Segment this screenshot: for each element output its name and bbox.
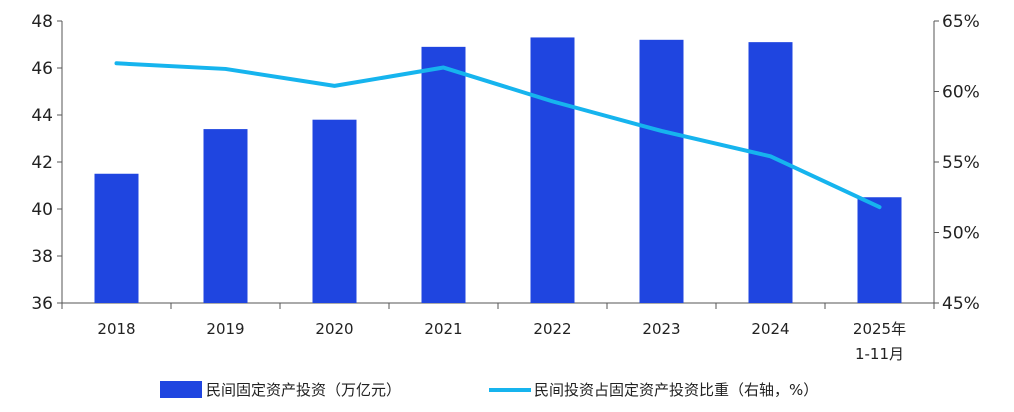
legend-label-bar: 民间固定资产投资（万亿元） (206, 381, 401, 399)
x-tick-label: 2018 (97, 320, 135, 338)
line-point (878, 205, 881, 209)
y-left-tick-label: 46 (31, 59, 53, 79)
line-point (442, 66, 445, 70)
bar (203, 129, 248, 303)
series-line (114, 61, 882, 210)
y-left-tick-label: 36 (31, 294, 53, 314)
y-right-tick-label: 45% (942, 294, 980, 314)
y-right-tick-label: 55% (942, 153, 980, 173)
y-left-tick-label: 38 (31, 247, 53, 267)
line-point (115, 61, 118, 65)
x-axis-labels: 2018 2019 2020 2021 2022 2023 2024 2025年 1-11月 (97, 320, 906, 363)
x-tick-label: 2020 (315, 320, 353, 338)
y-left-tick-label: 48 (31, 12, 53, 32)
line-point (224, 67, 227, 71)
x-tick-label: 2022 (533, 320, 571, 338)
bar (312, 119, 357, 303)
x-tick-label: 2023 (642, 320, 680, 338)
x-tick-label: 2019 (206, 320, 244, 338)
y-right-tick-label: 50% (942, 224, 980, 244)
legend-swatch-bar (160, 381, 202, 398)
bar (748, 42, 793, 304)
y-left-tick-label: 40 (31, 200, 53, 220)
line-point (333, 84, 336, 88)
y-left-tick-label: 42 (31, 153, 53, 173)
legend-label-line: 民间投资占固定资产投资比重（右轴，%） (534, 381, 818, 399)
x-tick-label: 2021 (424, 320, 462, 338)
x-tick-label: 2025年 1-11月 (853, 320, 906, 363)
bar (530, 37, 575, 303)
y-left-tick-label: 44 (31, 106, 53, 126)
line-series (114, 61, 882, 210)
bar-series (94, 37, 902, 304)
bar (421, 46, 466, 303)
legend: 民间固定资产投资（万亿元） 民间投资占固定资产投资比重（右轴，%） (160, 381, 818, 399)
line-point (660, 129, 663, 133)
y-right-tick-label: 60% (942, 83, 980, 103)
axes: 36 38 40 42 44 46 48 45% 50% 55% 60% 65% (31, 12, 979, 314)
x-tick-label: 2024 (751, 320, 789, 338)
y-right-tick-label: 65% (942, 12, 980, 32)
bar (639, 39, 684, 304)
bar (857, 197, 902, 303)
line-point (769, 154, 772, 158)
bar (94, 173, 139, 303)
line-point (551, 99, 554, 103)
